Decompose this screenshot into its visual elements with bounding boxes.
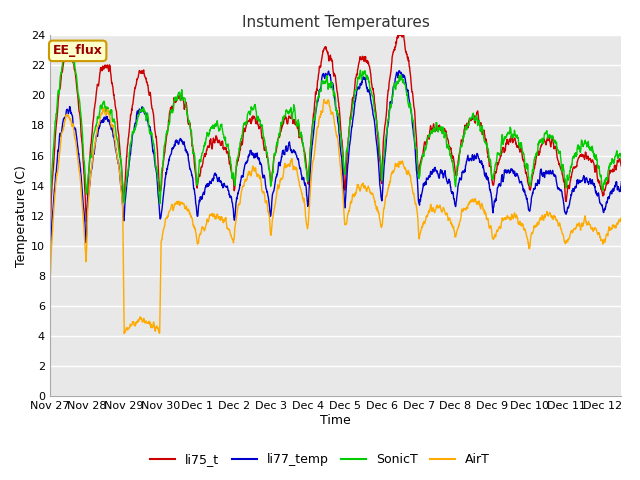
AirT: [46, 283, 54, 288]
SonicT: [601, 180, 609, 186]
li77_temp: [46, 259, 54, 265]
AirT: [324, 97, 332, 103]
li75_t: [399, 29, 406, 35]
AirT: [497, 225, 504, 231]
SonicT: [46, 206, 54, 212]
Title: Instument Temperatures: Instument Temperatures: [242, 15, 429, 30]
li77_temp: [602, 205, 609, 211]
Legend: li75_t, li77_temp, SonicT, AirT: li75_t, li77_temp, SonicT, AirT: [145, 448, 495, 471]
li77_temp: [497, 183, 504, 189]
AirT: [602, 238, 609, 244]
li77_temp: [76, 155, 83, 161]
AirT: [602, 237, 609, 242]
li75_t: [497, 155, 504, 160]
AirT: [309, 158, 317, 164]
li77_temp: [618, 179, 625, 185]
li75_t: [324, 49, 332, 55]
li75_t: [602, 186, 609, 192]
SonicT: [76, 96, 83, 102]
SonicT: [618, 156, 625, 162]
SonicT: [324, 86, 332, 92]
SonicT: [497, 150, 504, 156]
li75_t: [309, 121, 317, 127]
li77_temp: [309, 137, 317, 143]
AirT: [120, 331, 128, 336]
Text: EE_flux: EE_flux: [52, 44, 102, 57]
li77_temp: [601, 207, 609, 213]
li75_t: [618, 163, 625, 169]
Line: AirT: AirT: [50, 99, 621, 334]
Y-axis label: Temperature (C): Temperature (C): [15, 165, 28, 266]
SonicT: [309, 120, 317, 125]
SonicT: [602, 181, 609, 187]
SonicT: [63, 45, 70, 50]
X-axis label: Time: Time: [320, 414, 351, 427]
Line: li75_t: li75_t: [50, 32, 621, 234]
AirT: [76, 168, 83, 173]
AirT: [618, 214, 625, 220]
Line: SonicT: SonicT: [50, 48, 621, 209]
Line: li77_temp: li77_temp: [50, 71, 621, 262]
li75_t: [46, 231, 54, 237]
AirT: [320, 96, 328, 102]
li75_t: [601, 188, 609, 193]
li77_temp: [395, 68, 403, 74]
li77_temp: [324, 71, 332, 77]
li75_t: [76, 108, 83, 114]
